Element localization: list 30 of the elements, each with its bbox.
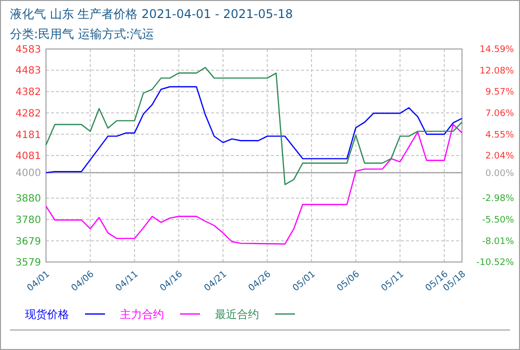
y2-tick-label: -8.01% (482, 236, 514, 247)
y2-tick-label: 9.57% (485, 88, 514, 98)
y-tick-label: 3679 (16, 236, 41, 248)
y2-tick-label: -10.52% (476, 258, 514, 268)
y-tick-label: 4483 (16, 66, 41, 77)
y2-tick-label: 7.06% (485, 109, 514, 120)
y2-tick-label: -5.50% (482, 216, 514, 226)
y-tick-label: 3880 (16, 194, 41, 205)
y-tick-label: 4081 (16, 151, 41, 162)
y2-tick-label: 14.59% (480, 45, 514, 56)
y-tick-label: 4583 (16, 44, 41, 56)
legend-label: 现货价格 (25, 308, 69, 321)
y-tick-label: 3579 (16, 258, 41, 268)
y2-tick-label: 2.04% (485, 152, 514, 162)
y-tick-label: 4282 (16, 108, 41, 120)
y2-tick-label: 12.08% (480, 66, 514, 76)
line-series (45, 124, 463, 245)
y2-tick-label: 4.55% (485, 130, 514, 140)
line-series (45, 86, 463, 174)
chart-subtitle: 分类:民用气 运输方式:汽运 (10, 27, 154, 41)
y-tick-label: 4382 (16, 87, 41, 98)
y2-tick-label: -2.98% (482, 194, 514, 204)
legend-label: 最近合约 (215, 308, 259, 321)
y-tick-label: 4181 (16, 130, 41, 141)
legend-label: 主力合约 (120, 308, 164, 321)
y-tick-label: 4000 (16, 168, 41, 180)
line-series (45, 66, 463, 186)
y2-tick-label: 0.00% (485, 168, 514, 179)
chart-title: 液化气 山东 生产者价格 2021-04-01 - 2021-05-18 (10, 7, 293, 21)
y-tick-label: 3780 (16, 214, 41, 226)
